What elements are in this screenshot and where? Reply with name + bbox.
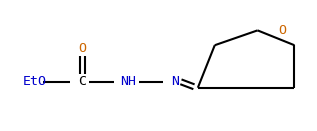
Text: NH: NH [120, 75, 136, 88]
Text: O: O [78, 42, 86, 55]
Text: C: C [78, 75, 86, 88]
Text: O: O [278, 24, 287, 37]
Text: EtO: EtO [23, 75, 47, 88]
Text: N: N [171, 75, 179, 88]
